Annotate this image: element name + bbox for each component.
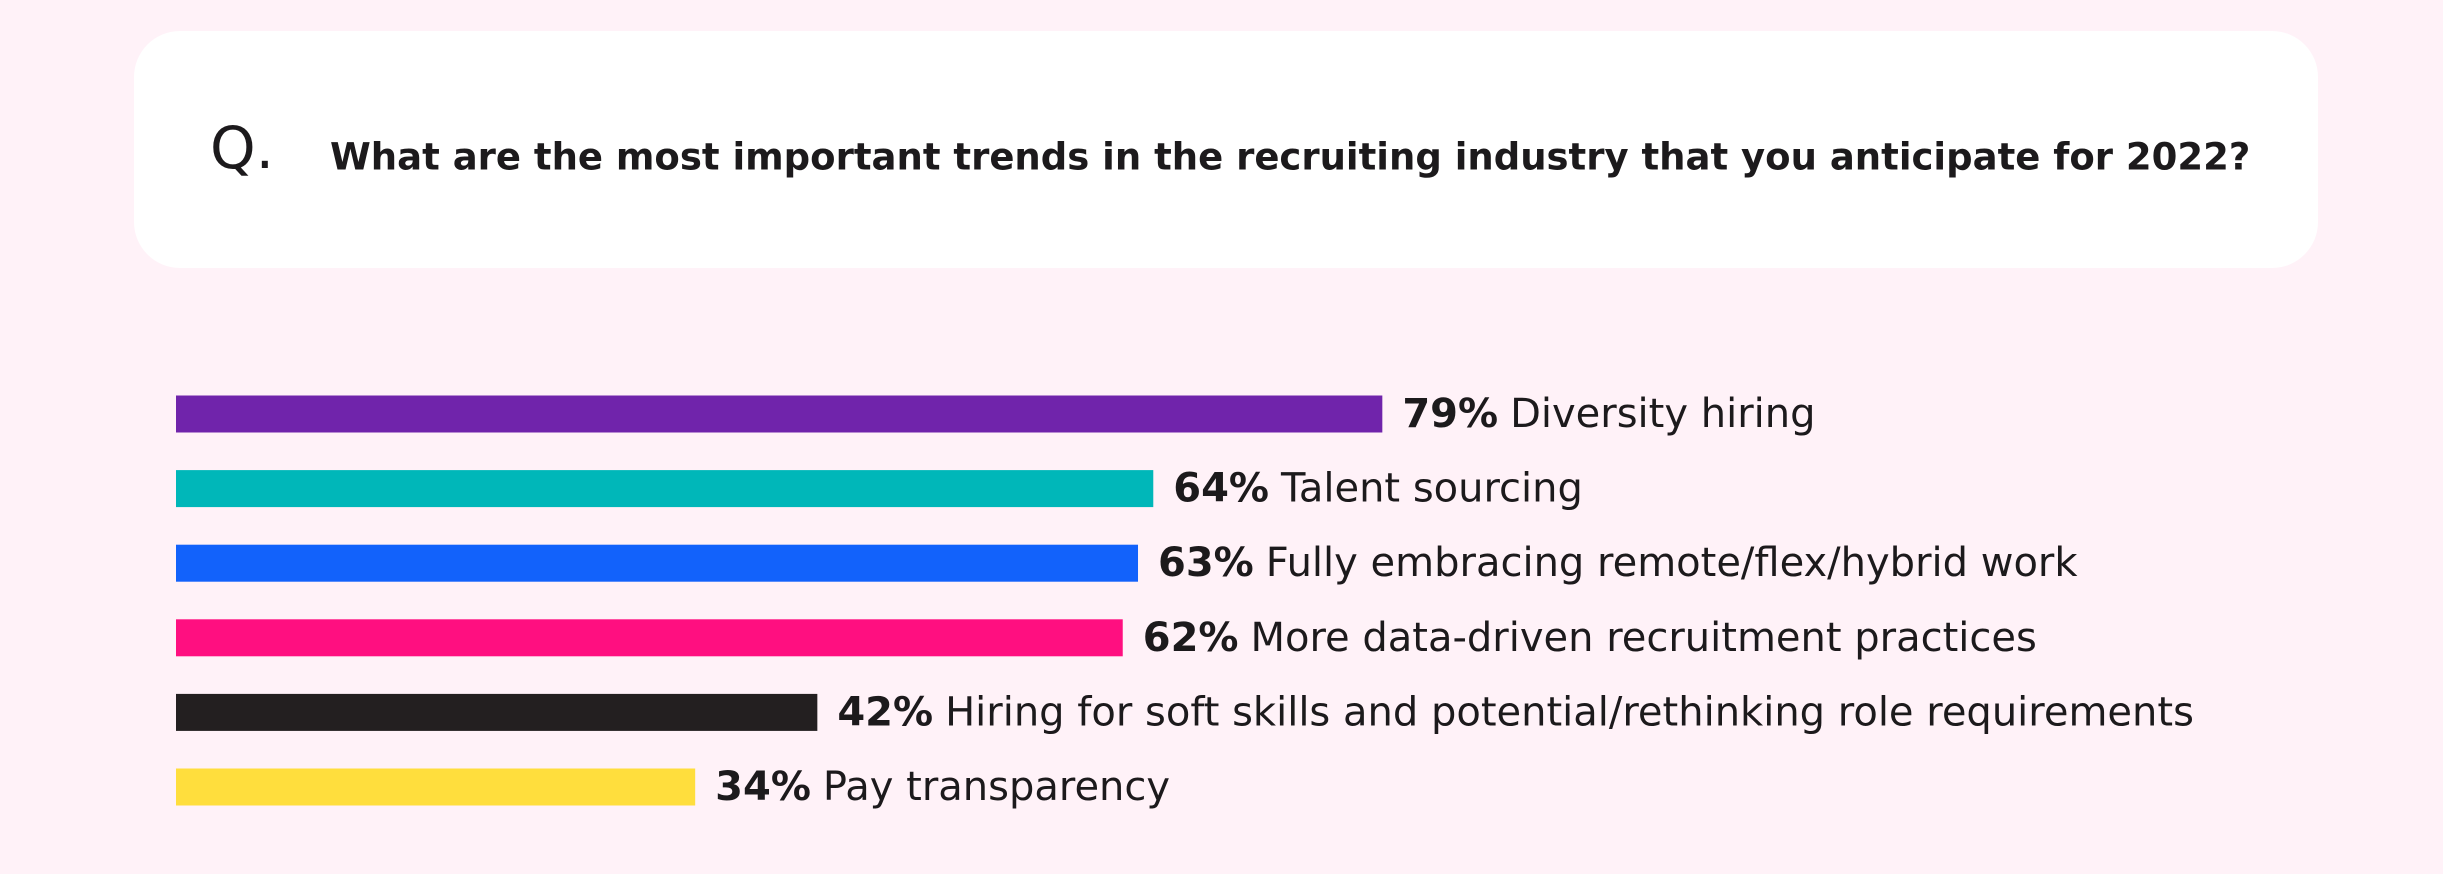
category-label: Fully embracing remote/flex/hybrid work: [1266, 540, 2079, 586]
value-label: 34%: [715, 764, 811, 810]
bar: [176, 544, 1139, 582]
value-label: 62%: [1143, 615, 1239, 661]
category-label: Pay transparency: [823, 764, 1170, 810]
value-label: 64%: [1173, 466, 1269, 512]
category-label: Diversity hiring: [1510, 391, 1815, 437]
question-card: [134, 31, 2318, 268]
bar-label: 64% Talent sourcing: [1173, 466, 1583, 512]
category-label: More data-driven recruitment practices: [1250, 615, 2036, 661]
question-label: Q.: [210, 114, 274, 182]
bar-label: 42% Hiring for soft skills and potential/…: [837, 689, 2194, 735]
chart-title: What are the most important trends in th…: [330, 136, 2250, 179]
value-label: 42%: [837, 689, 933, 735]
bar-label: 34% Pay transparency: [715, 764, 1170, 810]
bar: [176, 395, 1383, 433]
value-label: 63%: [1158, 540, 1254, 586]
bar-label: 62% More data-driven recruitment practice…: [1143, 615, 2037, 661]
value-label: 79%: [1402, 391, 1498, 437]
bar-label: 63% Fully embracing remote/flex/hybrid wo…: [1158, 540, 2078, 586]
bar: [176, 619, 1123, 657]
bar: [176, 768, 696, 806]
bar: [176, 470, 1154, 508]
category-label: Talent sourcing: [1280, 466, 1583, 512]
category-label: Hiring for soft skills and potential/ret…: [945, 689, 2194, 735]
bar: [176, 693, 818, 731]
bar-label: 79% Diversity hiring: [1402, 391, 1815, 437]
